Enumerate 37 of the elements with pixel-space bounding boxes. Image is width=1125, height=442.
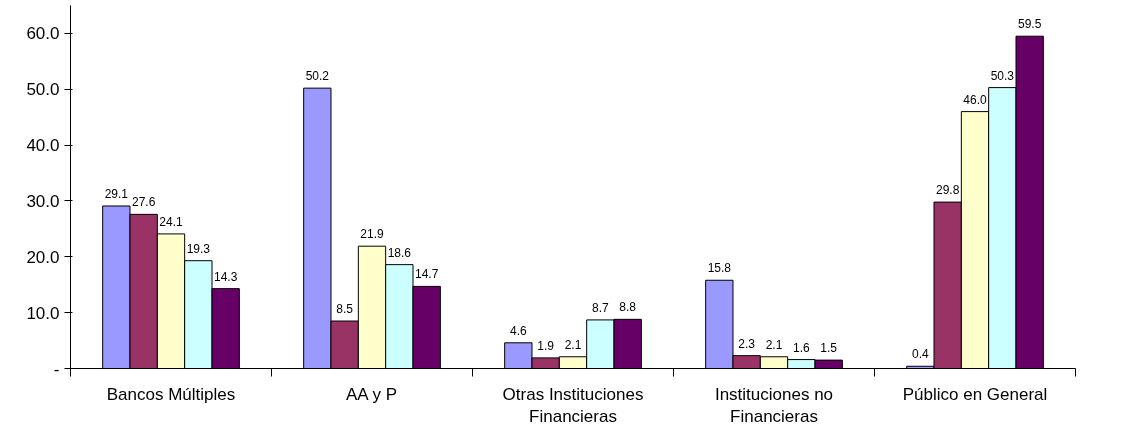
data-label: 14.7 [414,267,439,282]
x-tick-label: AA y P [346,384,398,404]
y-tick-label: 30.0 [26,191,60,211]
y-tick-label: 60.0 [26,24,60,44]
y-tick-label: 20.0 [26,247,60,267]
data-label: 2.1 [765,337,783,352]
data-label: 19.3 [186,241,211,256]
y-tick-label: 10.0 [26,303,60,323]
data-label: 24.1 [159,214,183,229]
data-label: 1.9 [537,338,555,353]
y-tick-label: 50.0 [26,80,60,100]
data-label: 29.1 [104,186,129,201]
data-label: 15.8 [707,261,732,276]
data-label: 4.6 [509,323,527,338]
data-label: 8.7 [592,300,609,315]
data-label: 50.2 [305,69,330,84]
x-tick-label: Bancos Múltiples [106,384,236,404]
y-tick-label: 40.0 [26,136,60,156]
data-label: 8.5 [336,302,354,317]
data-label: 14.3 [213,269,238,284]
data-label: 2.3 [738,336,756,351]
x-tick-label: Otras Instituciones Financieras [502,384,644,427]
y-tick-label: - [53,359,60,379]
x-tick-label: Instituciones no Financieras [714,384,834,427]
data-label: 1.5 [820,341,838,356]
data-label: 21.9 [360,227,384,242]
data-label: 0.4 [911,347,929,362]
data-label: 46.0 [963,92,987,107]
data-label: 1.6 [793,340,810,355]
data-label: 8.8 [619,300,637,315]
data-label: 18.6 [387,245,412,260]
data-label: 29.8 [935,183,960,198]
x-tick-label: Público en General [902,384,1048,404]
data-label: 59.5 [1017,17,1042,32]
data-label: 50.3 [990,68,1015,83]
data-label: 27.6 [131,195,156,210]
data-label: 2.1 [564,337,582,352]
